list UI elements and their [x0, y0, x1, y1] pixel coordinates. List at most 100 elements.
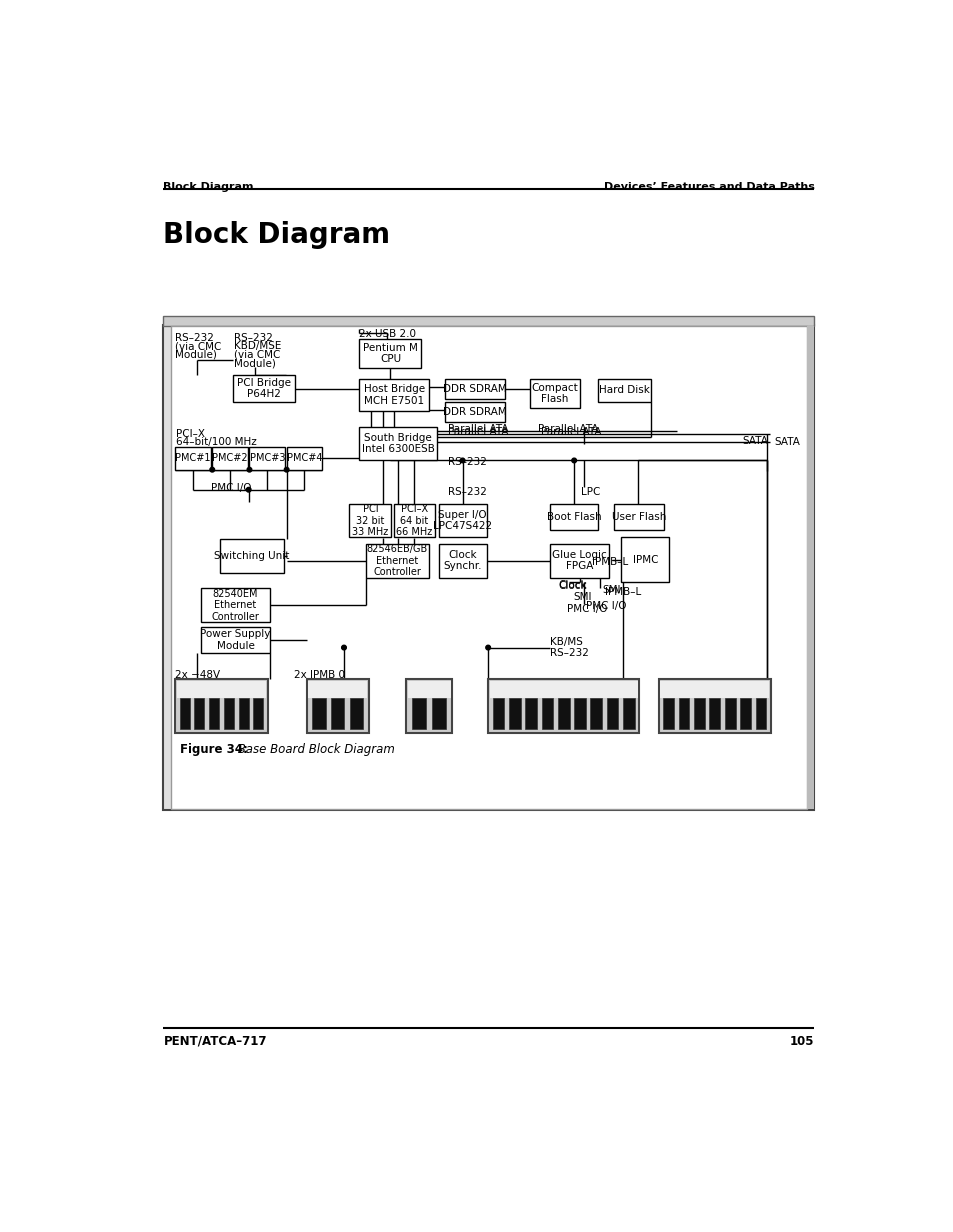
Text: RS–232: RS–232	[447, 457, 486, 467]
Circle shape	[246, 488, 251, 492]
Text: PMC#1: PMC#1	[175, 453, 211, 463]
Text: Parallel ATA: Parallel ATA	[540, 426, 600, 436]
Text: Parallel ATA: Parallel ATA	[537, 424, 598, 434]
Bar	[613, 504, 663, 530]
Circle shape	[284, 467, 289, 472]
Text: South Bridge
Intel 6300ESB: South Bridge Intel 6300ESB	[361, 432, 435, 455]
Text: PMC I/O: PMC I/O	[211, 483, 251, 493]
Text: PENT/ATCA–717: PENT/ATCA–717	[163, 1035, 267, 1048]
Text: PCI–X
64 bit
66 MHz: PCI–X 64 bit 66 MHz	[396, 504, 433, 537]
Text: Figure 34:: Figure 34:	[179, 743, 248, 756]
Bar	[541, 699, 553, 729]
Text: LPC: LPC	[580, 487, 599, 496]
Text: PMC#3: PMC#3	[250, 453, 285, 463]
Circle shape	[571, 458, 576, 463]
Text: Host Bridge
MCH E7501: Host Bridge MCH E7501	[363, 384, 424, 405]
Bar	[438, 504, 486, 537]
Text: RS–232: RS–232	[447, 487, 486, 496]
Bar	[163, 315, 814, 326]
Text: PMC#2: PMC#2	[212, 453, 248, 463]
Text: DDR SDRAM: DDR SDRAM	[442, 407, 506, 416]
Text: Module): Module)	[233, 359, 275, 368]
Bar	[662, 699, 674, 729]
Bar	[238, 699, 249, 729]
Text: Clock: Clock	[558, 580, 586, 590]
Bar	[590, 699, 601, 729]
Text: PMC#4: PMC#4	[287, 453, 322, 463]
Bar	[174, 446, 211, 469]
Bar	[249, 446, 285, 469]
Bar	[359, 378, 429, 411]
Text: PCI–X: PCI–X	[175, 429, 205, 439]
Text: PCI
32 bit
33 MHz: PCI 32 bit 33 MHz	[352, 504, 388, 537]
Bar	[678, 699, 689, 729]
Text: SMI: SMI	[573, 593, 591, 602]
Bar	[406, 679, 452, 733]
Text: 2x USB 2.0: 2x USB 2.0	[359, 329, 416, 339]
Bar	[209, 699, 219, 729]
Bar	[174, 679, 268, 733]
Bar	[407, 680, 451, 699]
Bar	[740, 699, 750, 729]
Text: Parallel ATA: Parallel ATA	[447, 426, 508, 436]
Text: PMC I/O: PMC I/O	[585, 601, 625, 611]
Text: Power Supply
Module: Power Supply Module	[200, 630, 271, 650]
Bar	[493, 699, 504, 729]
Bar	[201, 627, 270, 653]
Bar	[394, 504, 435, 537]
Text: Pentium M
CPU: Pentium M CPU	[363, 342, 417, 365]
Bar	[312, 699, 325, 729]
Text: Block Diagram: Block Diagram	[163, 181, 253, 192]
Bar	[444, 402, 505, 421]
Bar	[349, 504, 391, 537]
Text: SATA: SATA	[742, 436, 768, 446]
Circle shape	[247, 467, 252, 472]
Bar	[307, 679, 369, 733]
Bar	[286, 446, 322, 469]
Text: IPMB–L: IPMB–L	[604, 586, 640, 596]
Text: 2x IPMB 0: 2x IPMB 0	[294, 670, 345, 680]
Text: Clock
Synchr.: Clock Synchr.	[443, 549, 481, 572]
Bar	[194, 699, 204, 729]
Text: Clock: Clock	[558, 582, 586, 591]
Bar	[233, 375, 294, 402]
Bar	[432, 699, 446, 729]
Text: Parallel ATA: Parallel ATA	[447, 424, 508, 434]
Bar	[693, 699, 704, 729]
Bar	[525, 699, 537, 729]
Text: 82546EB/GB
Ethernet
Controller: 82546EB/GB Ethernet Controller	[367, 545, 428, 577]
Text: 2x −48V: 2x −48V	[174, 670, 220, 680]
Bar	[171, 326, 806, 808]
Bar	[550, 504, 598, 530]
Bar	[598, 378, 650, 402]
Text: 105: 105	[789, 1035, 814, 1048]
Bar	[488, 679, 639, 733]
Text: PMC I/O: PMC I/O	[567, 604, 607, 614]
Bar	[658, 679, 770, 733]
Text: KB/MS
RS–232: KB/MS RS–232	[550, 637, 588, 658]
Bar	[412, 699, 426, 729]
Bar	[438, 543, 486, 578]
Bar	[220, 540, 283, 573]
Bar	[620, 537, 669, 582]
Circle shape	[459, 458, 464, 463]
Bar	[806, 326, 814, 808]
Text: IPMB–L: IPMB–L	[592, 557, 628, 567]
Bar	[550, 543, 608, 578]
Text: Block Diagram: Block Diagram	[163, 221, 390, 249]
Text: Hard Disk: Hard Disk	[598, 386, 649, 395]
Bar	[179, 699, 190, 729]
Bar	[509, 699, 520, 729]
Circle shape	[341, 646, 346, 649]
Text: 82540EM
Ethernet
Controller: 82540EM Ethernet Controller	[212, 589, 259, 622]
Bar	[489, 680, 637, 699]
Bar	[622, 699, 634, 729]
Bar	[176, 680, 266, 699]
Text: Boot Flash: Boot Flash	[546, 511, 600, 521]
Text: KBD/MSE: KBD/MSE	[233, 341, 281, 351]
Bar	[359, 339, 421, 368]
Text: Switching Unit: Switching Unit	[213, 551, 289, 561]
Bar	[574, 699, 585, 729]
Text: SMI: SMI	[602, 585, 620, 595]
Circle shape	[210, 467, 214, 472]
